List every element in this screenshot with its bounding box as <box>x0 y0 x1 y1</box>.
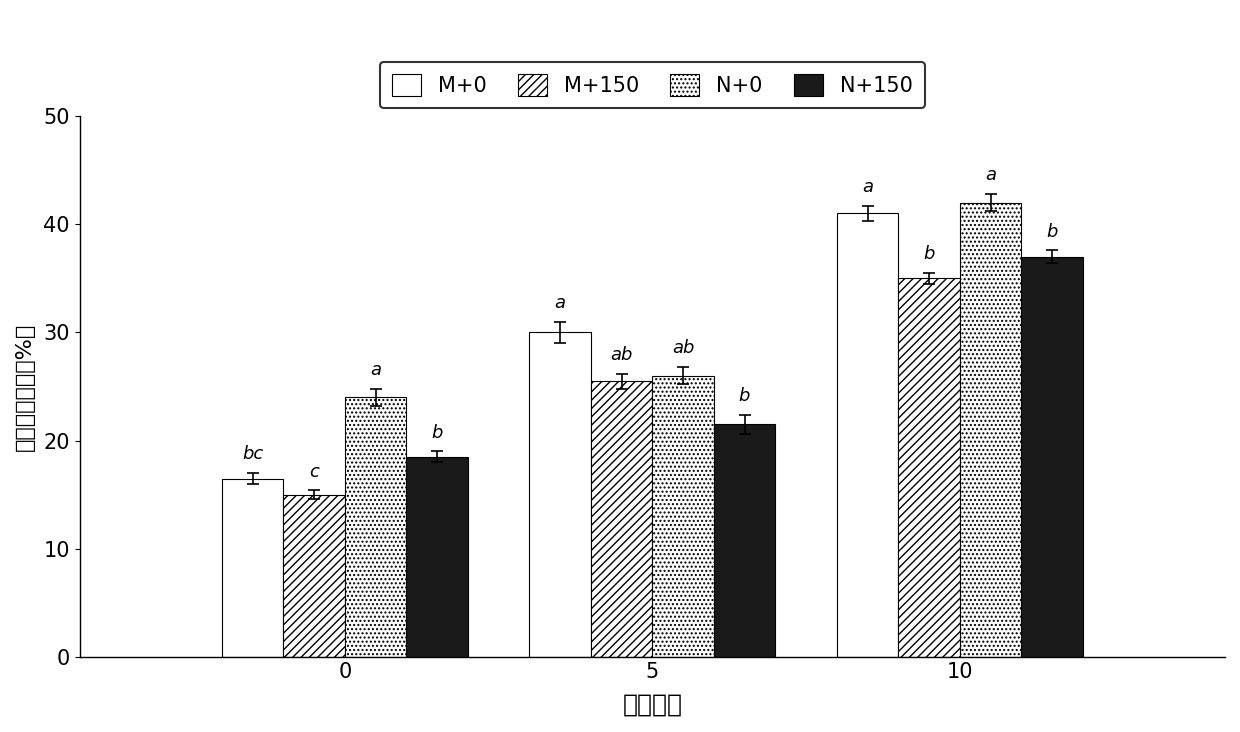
Bar <box>222 479 283 657</box>
Text: a: a <box>862 178 873 196</box>
Text: b: b <box>739 387 750 405</box>
Bar <box>590 381 652 657</box>
Text: b: b <box>924 245 935 264</box>
Text: a: a <box>554 294 565 312</box>
Text: b: b <box>432 424 443 441</box>
Bar <box>345 397 407 657</box>
Bar <box>529 332 590 657</box>
Bar <box>898 278 960 657</box>
Bar <box>1022 257 1083 657</box>
X-axis label: 干旱天数: 干旱天数 <box>622 693 682 717</box>
Bar <box>837 214 898 657</box>
Bar <box>283 495 345 657</box>
Text: b: b <box>1047 223 1058 241</box>
Bar <box>407 457 467 657</box>
Text: c: c <box>309 463 319 481</box>
Bar <box>652 376 714 657</box>
Text: a: a <box>370 361 381 379</box>
Text: bc: bc <box>242 445 263 463</box>
Legend: M+0, M+150, N+0, N+150: M+0, M+150, N+0, N+150 <box>379 61 925 108</box>
Bar <box>714 425 775 657</box>
Bar <box>960 203 1022 657</box>
Text: ab: ab <box>610 346 632 364</box>
Y-axis label: 电解质渗透率（%）: 电解质渗透率（%） <box>15 323 35 451</box>
Text: ab: ab <box>672 340 694 357</box>
Text: a: a <box>985 166 996 184</box>
